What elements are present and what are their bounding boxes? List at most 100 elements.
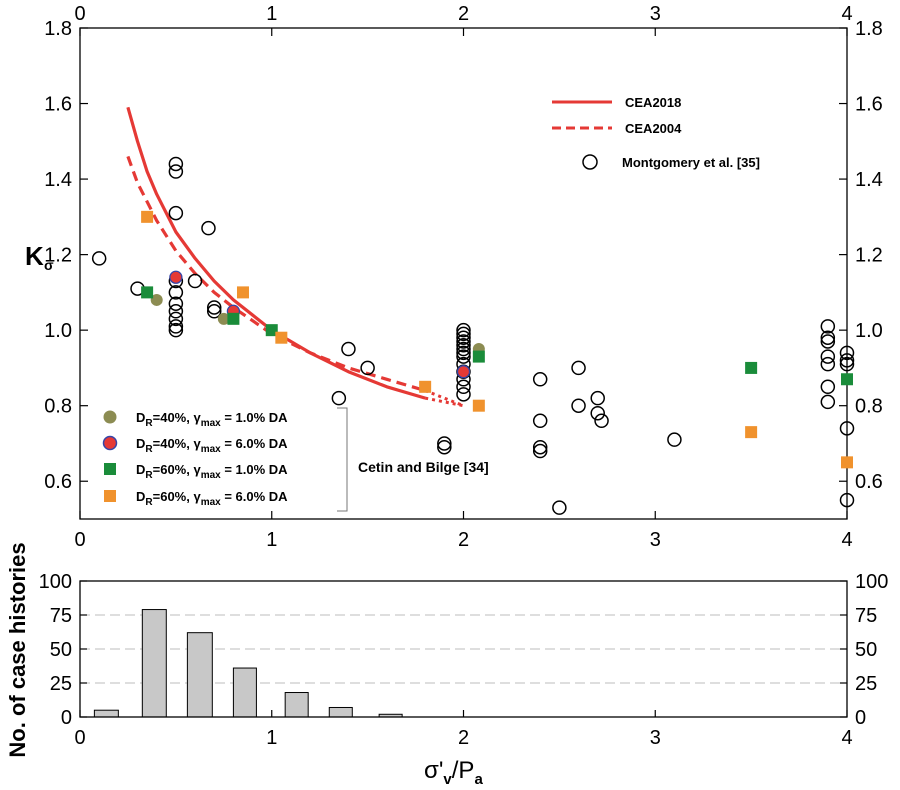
point-cetin-bilge-4 — [275, 331, 288, 344]
top-x2-tick-label: 2 — [458, 3, 469, 25]
legend-group-bracket — [337, 407, 348, 512]
bottom-y2-tick-label: 75 — [855, 605, 877, 627]
point-montgomery — [168, 311, 184, 327]
point-montgomery — [571, 398, 586, 413]
point-montgomery — [590, 390, 605, 406]
point-montgomery — [168, 205, 184, 221]
top-axes-ticks: 0 0 1 1 2 2 3 3 4 4 0.6 0.6 0.8 0.8 1.0 1.0 1.2 1.2 1.4 1.4… — [44, 3, 883, 551]
point-montgomery — [532, 413, 548, 429]
point-cetin-bilge-2 — [169, 270, 183, 284]
point-montgomery — [360, 360, 375, 376]
point-montgomery — [168, 322, 184, 338]
top-y2-tick-label: 1.2 — [855, 245, 883, 267]
top-y2-tick-label: 1.8 — [855, 18, 883, 40]
point-montgomery — [91, 251, 107, 266]
histogram-bar — [232, 667, 257, 718]
point-cetin-bilge-4 — [472, 399, 485, 412]
line-legend: CEA2018 CEA2004 Montgomery et al. [35] — [552, 95, 760, 170]
point-montgomery — [206, 300, 222, 315]
point-cetin-bilge-2 — [456, 365, 471, 379]
bottom-y-tick-label: 25 — [50, 673, 72, 695]
bottom-y-tick-label: 100 — [39, 571, 72, 593]
top-y2-tick-label: 0.6 — [855, 471, 883, 493]
bottom-x-tick-label: 3 — [650, 727, 661, 749]
point-montgomery — [571, 360, 586, 376]
point-montgomery — [341, 341, 356, 357]
legend-label-dr60-g6: DR=60%, γmax = 6.0% DA — [136, 489, 288, 508]
point-montgomery — [331, 390, 347, 406]
point-cetin-bilge-4 — [419, 380, 432, 393]
top-y-tick-label: 1.2 — [44, 245, 72, 267]
point-montgomery — [532, 439, 548, 455]
point-cetin-bilge-4 — [841, 456, 853, 469]
top-y-tick-label: 1.0 — [44, 320, 72, 342]
bottom-y2-tick-label: 100 — [855, 571, 888, 593]
point-montgomery — [839, 421, 855, 436]
legend-marker-dr60-g6 — [104, 490, 116, 502]
bottom-y-tick-label: 0 — [61, 707, 72, 729]
point-montgomery — [456, 322, 471, 338]
legend-label-montgomery: Montgomery et al. [35] — [622, 155, 760, 170]
point-montgomery — [168, 319, 184, 334]
point-montgomery — [437, 439, 452, 455]
point-montgomery — [839, 353, 855, 368]
legend-group-label: Cetin and Bilge [34] — [358, 459, 489, 475]
point-montgomery — [437, 436, 452, 451]
bottom-y-tick-label: 75 — [50, 605, 72, 627]
point-montgomery — [839, 356, 855, 372]
point-montgomery — [206, 304, 222, 319]
point-montgomery — [594, 413, 609, 429]
point-montgomery — [168, 296, 184, 311]
bottom-bars — [93, 609, 403, 718]
cetin-bilge-legend: DR=40%, γmax = 1.0% DA DR=40%, γmax = 6.… — [102, 407, 489, 512]
point-montgomery — [590, 405, 605, 421]
top-curves — [126, 106, 465, 408]
legend-label-dr60-g1: DR=60%, γmax = 1.0% DA — [136, 462, 288, 481]
top-x-tick-label: 0 — [74, 529, 85, 551]
point-montgomery — [820, 349, 836, 364]
point-montgomery — [820, 319, 836, 334]
point-montgomery — [532, 372, 548, 387]
top-x-tick-label: 1 — [266, 529, 277, 551]
point-montgomery — [456, 341, 471, 357]
legend-marker-dr40-g6 — [102, 435, 118, 451]
point-cetin-bilge-3 — [841, 373, 853, 386]
histogram-bar — [141, 609, 167, 718]
top-x2-tick-label: 0 — [74, 3, 85, 25]
bottom-x-tick-label: 2 — [458, 727, 469, 749]
point-cetin-bilge-3 — [265, 324, 278, 337]
point-montgomery — [201, 220, 216, 236]
histogram-bar — [186, 632, 213, 718]
point-montgomery — [168, 285, 184, 300]
point-montgomery — [839, 345, 855, 361]
bottom-x-tick-label: 1 — [266, 727, 277, 749]
point-montgomery — [456, 326, 471, 342]
legend-label-cea2018: CEA2018 — [625, 95, 681, 110]
top-chart: 0 0 1 1 2 2 3 3 4 4 0.6 0.6 0.8 0.8 1.0 1.0 1.2 1.2 1.4 1.4… — [25, 3, 883, 551]
legend-label-dr40-g1: DR=40%, γmax = 1.0% DA — [136, 410, 288, 429]
top-y2-tick-label: 1.6 — [855, 94, 883, 116]
top-y2-tick-label: 1.4 — [855, 169, 883, 191]
top-x2-tick-label: 3 — [650, 3, 661, 25]
point-montgomery — [168, 164, 184, 179]
histogram-bar — [284, 692, 309, 718]
top-x2-tick-label: 4 — [841, 3, 852, 25]
point-montgomery — [456, 349, 471, 364]
point-montgomery — [820, 330, 836, 345]
point-montgomery — [456, 379, 471, 395]
point-cetin-bilge-4 — [745, 426, 758, 439]
point-montgomery — [820, 334, 836, 349]
bottom-y2-tick-label: 50 — [855, 639, 877, 661]
top-x2-tick-label: 1 — [266, 3, 277, 25]
bottom-y-tick-label: 50 — [50, 639, 72, 661]
point-montgomery — [456, 338, 471, 353]
top-y-axis-label: K — [25, 241, 44, 271]
point-montgomery — [168, 156, 184, 172]
legend-marker-dr40-g1 — [103, 410, 117, 424]
bottom-y2-tick-label: 0 — [855, 707, 866, 729]
top-x-tick-label: 4 — [841, 529, 852, 551]
legend-label-dr40-g6: DR=40%, γmax = 6.0% DA — [136, 436, 288, 455]
point-montgomery — [456, 334, 471, 349]
point-montgomery — [820, 379, 836, 395]
